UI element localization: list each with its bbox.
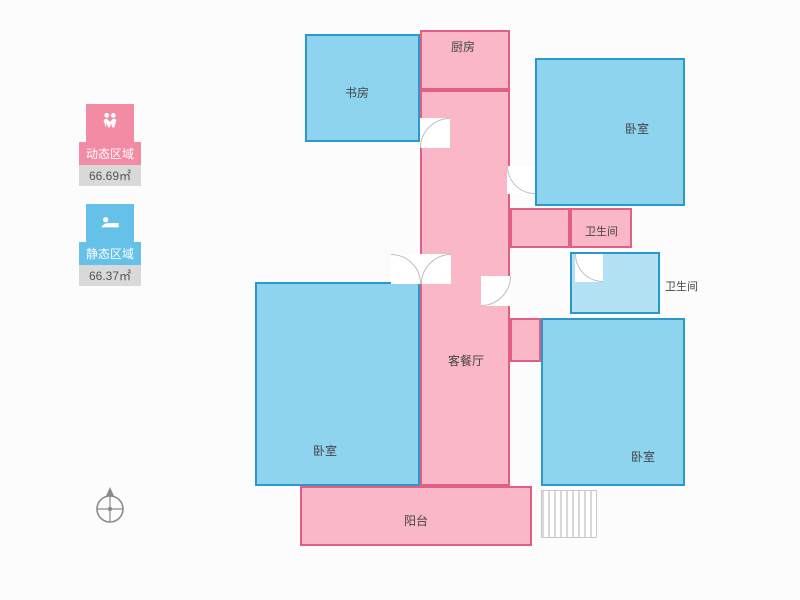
room-label-balcony: 阳台 [404, 512, 428, 529]
room-bedroom_ne [535, 58, 685, 206]
room-bedroom_se [541, 318, 685, 486]
compass-icon [93, 485, 127, 530]
room-label-living: 客餐厅 [448, 352, 484, 369]
legend-static: 静态区域 66.37㎡ [70, 204, 150, 286]
legend-dynamic: 动态区域 66.69㎡ [70, 104, 150, 186]
room-bedroom_sw [255, 282, 420, 486]
room-label-bedroom_sw: 卧室 [313, 442, 337, 459]
room-hall_ext [510, 208, 570, 248]
rest-icon [86, 204, 134, 242]
legend-static-title: 静态区域 [79, 242, 141, 265]
room-label-kitchen: 厨房 [451, 38, 475, 55]
legend-dynamic-value: 66.69㎡ [79, 165, 141, 186]
room-label-bath_blue: 卫生间 [665, 278, 698, 294]
room-link_se [510, 318, 541, 362]
legend-dynamic-title: 动态区域 [79, 142, 141, 165]
legend-panel: 动态区域 66.69㎡ 静态区域 66.37㎡ [70, 104, 150, 304]
room-label-bath_pink: 卫生间 [585, 223, 618, 239]
room-label-study: 书房 [345, 84, 369, 101]
people-icon [86, 104, 134, 142]
legend-static-value: 66.37㎡ [79, 265, 141, 286]
floor-plan: 厨房书房卧室客餐厅卫生间卫生间卧室卧室阳台 [245, 18, 737, 578]
room-label-bedroom_se: 卧室 [631, 448, 655, 465]
balcony-rail [541, 490, 597, 538]
room-label-bedroom_ne: 卧室 [625, 120, 649, 137]
